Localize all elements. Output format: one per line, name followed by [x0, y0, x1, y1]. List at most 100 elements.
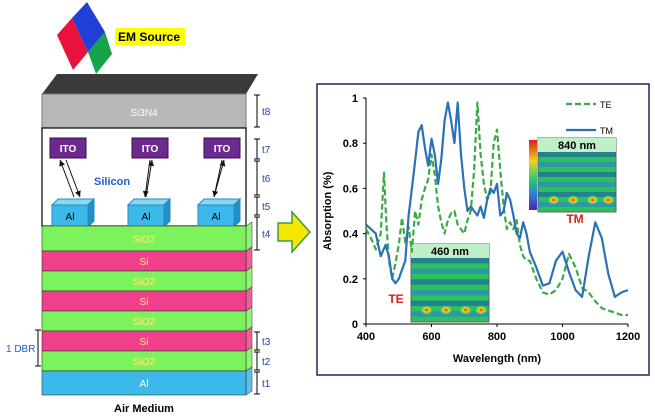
- inset-band: [538, 182, 616, 187]
- field-inset: 840 nm: [537, 137, 617, 213]
- ito-blocks: ITO ITO ITO: [49, 137, 241, 159]
- thickness-label: t2: [262, 357, 271, 368]
- field-hotspot: [566, 195, 581, 205]
- ito-block: [131, 137, 169, 159]
- al-label: Al: [142, 212, 151, 223]
- dbr-brace: [35, 329, 41, 367]
- inset-title-bg: [538, 138, 616, 152]
- thickness-label: t4: [262, 230, 271, 241]
- silicon-label: Silicon: [94, 176, 130, 188]
- thickness-label: t6: [262, 174, 271, 185]
- em-source-cube: [57, 2, 112, 74]
- ito-label: ITO: [60, 144, 77, 155]
- field-hotspot: [439, 305, 454, 315]
- tm-inset-label: TM: [566, 212, 583, 226]
- te-inset-label: TE: [388, 292, 403, 306]
- coupling-arrow: [65, 159, 81, 198]
- inset-band: [411, 290, 489, 296]
- air-medium-label: Air Medium: [114, 403, 174, 415]
- layer-label: SiO2: [133, 235, 156, 246]
- inset-band: [411, 300, 489, 306]
- field-hotspot: [458, 305, 473, 315]
- thickness-label: t7: [262, 145, 271, 156]
- coupling-arrows: [59, 159, 226, 198]
- layer-label: SiO2: [133, 277, 156, 288]
- si3n4-label: Si3N4: [130, 108, 158, 119]
- inset-band: [538, 162, 616, 167]
- x-tick-label: 800: [488, 331, 506, 343]
- thickness-label: t8: [262, 107, 271, 118]
- x-axis-label: Wavelength (nm): [453, 353, 542, 365]
- em-source-label: EM Source: [118, 30, 180, 44]
- layer-label: SiO2: [133, 357, 156, 368]
- layer-bevel: [245, 366, 253, 396]
- ito-block: [203, 137, 241, 159]
- inset-title: 460 nm: [431, 246, 469, 258]
- field-hotspot: [546, 195, 561, 205]
- al-label: Al: [212, 212, 221, 223]
- series-line-tm: [365, 101, 629, 298]
- layer-label: SiO2: [133, 317, 156, 328]
- ito-block: [49, 137, 87, 159]
- em-cube-face-left: [57, 18, 88, 70]
- field-hotspot: [474, 305, 489, 315]
- al-block-top: [50, 198, 96, 206]
- al-label: Al: [66, 212, 75, 223]
- flow-arrow: [277, 210, 312, 254]
- inset-title-bg: [411, 244, 489, 258]
- layer-label: Si: [140, 297, 149, 308]
- em-cube-face-right: [88, 32, 112, 74]
- si3n4-layer: [41, 93, 247, 129]
- dbr-label: 1 DBR: [6, 344, 35, 355]
- inset-band: [538, 192, 616, 197]
- al-block-top: [196, 198, 242, 206]
- inset-band: [411, 279, 489, 285]
- field-inset: 460 nm: [410, 243, 490, 323]
- y-axis-label: Absorption (%): [322, 171, 334, 250]
- series-line-te: [365, 101, 628, 317]
- y-tick-label: 0.4: [343, 229, 359, 241]
- stack-layer: [41, 225, 247, 252]
- ito-label: ITO: [142, 144, 159, 155]
- inset-band: [411, 268, 489, 274]
- inset-band: [411, 258, 489, 264]
- legend: TE TM: [566, 100, 613, 136]
- layer-bevel: [245, 221, 253, 252]
- field-hotspot: [585, 195, 600, 205]
- field-hotspot: [419, 305, 434, 315]
- layer-label: Si: [140, 257, 149, 268]
- colorbar: [529, 140, 537, 210]
- inset-band: [538, 152, 616, 157]
- y-tick-label: 0: [352, 319, 358, 331]
- thickness-label: t1: [262, 379, 271, 390]
- x-tick-label: 1200: [616, 331, 640, 343]
- chart: 400 600 800 1000 1200 0 0.2 0.4 0.6 0.8 1 Wavelengt…: [322, 93, 640, 365]
- field-hotspot: [601, 195, 616, 205]
- stack-layer: [41, 370, 247, 396]
- coupling-arrow: [59, 159, 75, 198]
- layer-label: Al: [140, 379, 149, 390]
- y-tick-label: 1: [352, 93, 358, 105]
- y-tick-label: 0.6: [343, 183, 358, 195]
- thickness-label: t5: [262, 202, 271, 213]
- top-cap: [42, 74, 258, 94]
- al-block-top: [126, 198, 172, 206]
- legend-label: TM: [600, 126, 613, 136]
- thickness-markers: t8 t7 t6 t5 t4 t3 t2 t1: [254, 94, 271, 395]
- coupling-arrow: [213, 159, 226, 198]
- inset-band: [538, 172, 616, 177]
- coupling-arrow: [145, 159, 155, 198]
- x-tick-label: 400: [357, 331, 375, 343]
- ito-label: ITO: [214, 144, 231, 155]
- thickness-label: t3: [262, 337, 271, 348]
- al-blocks: Al Al Al: [50, 197, 242, 229]
- layer-label: Si: [140, 337, 149, 348]
- inset-title: 840 nm: [558, 140, 596, 152]
- x-tick-label: 600: [422, 331, 440, 343]
- y-tick-label: 0.2: [343, 274, 358, 286]
- dbr-layers: SiO2 Si SiO2 Si SiO2 Si SiO2 Al: [41, 221, 253, 396]
- em-cube-face-top: [72, 2, 105, 52]
- y-tick-label: 0.8: [343, 138, 358, 150]
- x-tick-label: 1000: [550, 331, 574, 343]
